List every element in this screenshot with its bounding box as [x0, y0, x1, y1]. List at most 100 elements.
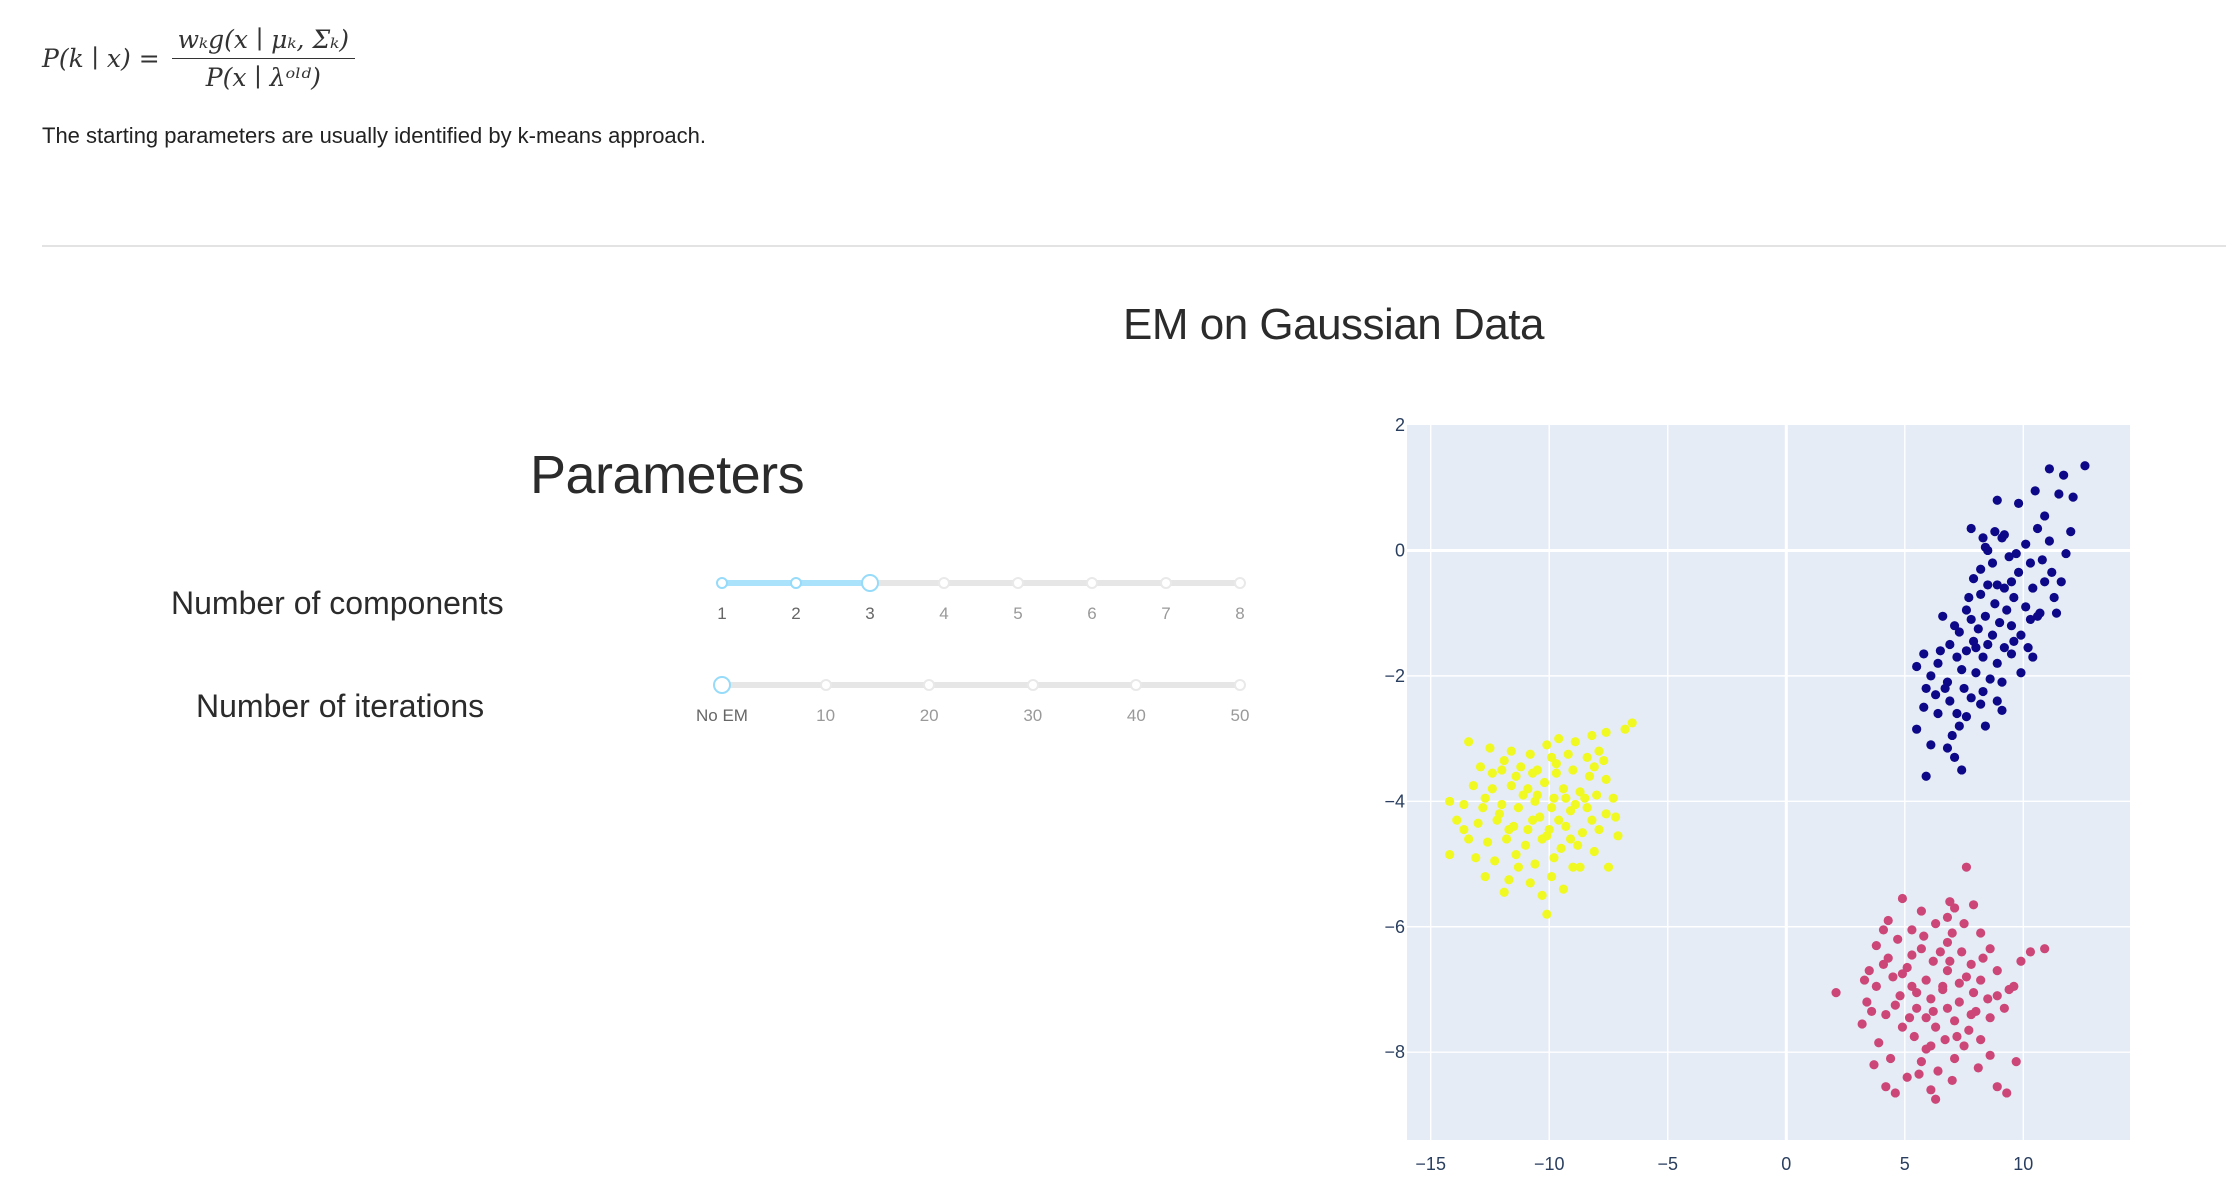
cluster-2-point [1511, 771, 1521, 781]
components-slider-mark[interactable]: 5 [1013, 604, 1023, 623]
components-slider-dot[interactable] [1234, 577, 1246, 589]
components-slider-dot[interactable] [1160, 577, 1172, 589]
components-slider-rail[interactable] [722, 580, 1240, 586]
cluster-2-point [1542, 831, 1552, 841]
x-tick-label: −5 [1657, 1154, 1678, 1174]
cluster-1-point [1961, 646, 1972, 656]
iterations-slider-mark[interactable]: 20 [919, 706, 939, 725]
iterations-slider-dot[interactable] [1130, 679, 1143, 691]
cluster-1-point [1973, 624, 1983, 634]
cluster-1-point [1987, 630, 1998, 640]
cluster-1-point [2009, 592, 2019, 603]
iterations-slider-dot[interactable] [1234, 679, 1246, 691]
cluster-1-point [1990, 599, 2000, 609]
cluster-1-point [2006, 649, 2017, 659]
iterations-slider-mark[interactable]: 30 [1023, 706, 1043, 725]
cluster-3-point [1940, 1035, 1950, 1045]
cluster-1-point [2047, 567, 2057, 577]
cluster-1-point [2006, 621, 2017, 631]
formula-lhs: P(k ∣ x) = [42, 43, 160, 73]
cluster-2-point [1558, 784, 1569, 794]
cluster-2-point [1482, 837, 1493, 847]
axis-ticks: −15 −10 −5 0 5 10 2 0 −2 −4 −6 −8 [1384, 415, 2033, 1174]
cluster-1-point [2037, 555, 2047, 565]
cluster-2-point [1525, 749, 1535, 759]
cluster-2-point [1530, 859, 1540, 869]
cluster-1-point [1976, 699, 1986, 709]
cluster-2-point [1480, 793, 1490, 803]
cluster-1-point [2025, 558, 2036, 568]
cluster-1-point [1954, 721, 1964, 731]
cluster-3-point [1928, 1006, 1938, 1017]
cluster-2-point [1613, 831, 1623, 841]
iterations-slider-mark[interactable]: 10 [816, 706, 836, 725]
components-slider-mark[interactable]: 6 [1087, 604, 1097, 623]
cluster-1-point [1978, 652, 1988, 662]
cluster-3-point [1985, 1050, 1995, 1060]
components-slider-mark[interactable]: 8 [1235, 604, 1245, 623]
cluster-2-point [1445, 796, 1455, 806]
components-slider-dot[interactable] [716, 577, 728, 589]
cluster-2-point [1601, 727, 1611, 737]
cluster-1-point [2061, 548, 2071, 559]
iterations-slider-handle[interactable] [713, 676, 731, 694]
components-slider-dot[interactable] [790, 577, 802, 589]
cluster-2-point [1620, 724, 1630, 734]
cluster-3-point [1945, 897, 1955, 907]
cluster-1-point [1940, 683, 1950, 694]
components-slider-handle[interactable] [861, 574, 879, 592]
cluster-1-point [1957, 765, 1967, 775]
cluster-1-point [1957, 665, 1967, 675]
cluster-2-point [1568, 862, 1578, 872]
components-slider-mark[interactable]: 2 [791, 604, 801, 623]
cluster-1-point [2066, 527, 2076, 537]
cluster-2-point [1506, 781, 1516, 791]
cluster-3-point [1942, 966, 1953, 976]
iterations-slider-mark[interactable]: 40 [1126, 706, 1146, 725]
cluster-1-point [2056, 577, 2066, 587]
iterations-slider-rail[interactable] [722, 682, 1240, 688]
cluster-2-point [1584, 771, 1595, 781]
components-slider-dot[interactable] [938, 577, 950, 589]
cluster-2-point [1565, 834, 1576, 844]
cluster-2-point [1575, 862, 1585, 872]
iterations-slider-dot[interactable] [923, 679, 936, 691]
iterations-slider-mark[interactable]: 50 [1230, 706, 1250, 725]
cluster-1-point [1966, 523, 1976, 534]
components-slider-dot[interactable] [1012, 577, 1024, 589]
components-slider-mark[interactable]: 4 [939, 604, 949, 623]
cluster-1-point [1980, 611, 1990, 621]
cluster-3-point [1919, 931, 1929, 941]
cluster-2-point [1478, 802, 1488, 813]
cluster-3-point [1978, 953, 1988, 963]
cluster-1-point [2021, 602, 2031, 612]
cluster-1-point [2023, 643, 2033, 653]
components-slider-dot[interactable] [1086, 577, 1098, 589]
cluster-3-point [1926, 1085, 1936, 1095]
cluster-1-point [1999, 530, 2009, 540]
cluster-3-point [1890, 1000, 1900, 1010]
cluster-2-point [1504, 875, 1514, 885]
components-slider-mark[interactable]: 1 [717, 604, 727, 623]
components-slider-mark[interactable]: 3 [865, 604, 875, 623]
cluster-3-point [1902, 1072, 1912, 1082]
iterations-slider-dot[interactable] [819, 679, 832, 691]
iterations-slider-dot[interactable] [1026, 679, 1039, 691]
cluster-3-point [1947, 928, 1957, 938]
cluster-2-point [1561, 793, 1571, 803]
cluster-1-point [1968, 574, 1979, 584]
cluster-3-point [1897, 893, 1908, 904]
cluster-2-point [1589, 846, 1599, 857]
cluster-3-point [1938, 981, 1948, 991]
cluster-2-point [1587, 815, 1597, 825]
cluster-2-point [1568, 765, 1578, 775]
cluster-2-point [1547, 752, 1557, 763]
cluster-2-point [1499, 887, 1509, 897]
iterations-slider-mark[interactable]: No EM [696, 706, 748, 725]
cluster-1-point [1966, 693, 1976, 703]
cluster-3-point [1883, 953, 1893, 963]
cluster-2-point [1471, 853, 1481, 863]
components-slider-mark[interactable]: 7 [1161, 604, 1171, 623]
cluster-3-point [2025, 947, 2036, 957]
cluster-2-point [1592, 790, 1602, 800]
